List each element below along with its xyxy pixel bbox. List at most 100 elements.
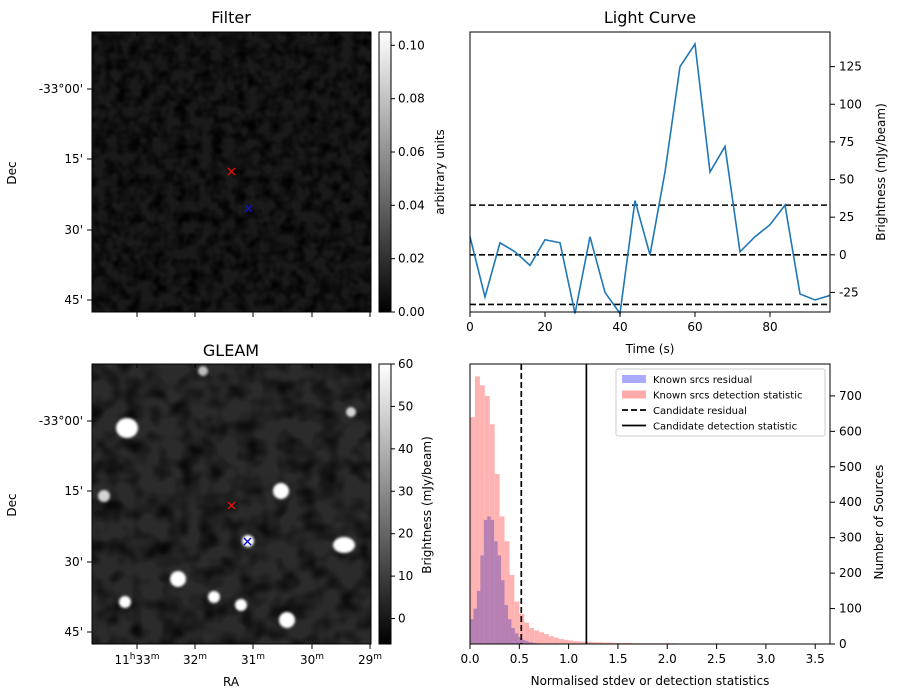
- legend-swatch: [622, 375, 646, 383]
- dec-tick-label: 45': [64, 625, 83, 639]
- dec-tick-label: 15': [64, 152, 83, 166]
- ra-tick-part: 11: [114, 653, 129, 667]
- x-tick-label: 3.0: [756, 652, 775, 666]
- histogram-bar: [603, 642, 609, 644]
- y-tick-label: 125: [839, 60, 862, 74]
- histogram-bar: [529, 628, 535, 644]
- colorbar-tick-label: 10: [398, 569, 413, 583]
- histogram-bar: [480, 555, 484, 644]
- histogram-bar: [504, 605, 508, 644]
- ra-tick-part: h: [130, 652, 136, 662]
- ra-tick-label: 29m: [358, 652, 382, 667]
- colorbar-tick-label: 0.04: [398, 198, 425, 212]
- lightcurve-frame: [469, 31, 831, 313]
- histogram-bar: [501, 580, 505, 644]
- colorbar-tick-label: 0.02: [398, 252, 425, 266]
- legend-label: Known srcs residual: [653, 375, 752, 386]
- ra-tick-label: 11h33m: [114, 652, 159, 667]
- colorbar-tick-label: 40: [398, 442, 413, 456]
- colorbar-tick-label: 0.08: [398, 92, 425, 106]
- filter-colorbar-ticks: 0.00 0.02 0.04 0.06 0.08 0.10: [391, 38, 425, 319]
- histogram-bar: [525, 641, 529, 644]
- filter-colorbar: [378, 31, 392, 313]
- y-tick-label: 50: [839, 173, 854, 187]
- gleam-colorbar: [378, 363, 392, 645]
- lightcurve-plot: 0 20 40 60 80 -25 0 25 50 75 100 125: [466, 41, 862, 334]
- colorbar-tick-label: 20: [398, 527, 413, 541]
- lightcurve-ylabel: Brightness (mJy/beam): [874, 103, 888, 241]
- x-tick-label: 60: [687, 320, 702, 334]
- y-tick-label: 600: [839, 424, 862, 438]
- histogram-bar: [470, 417, 475, 644]
- ra-tick-part: m: [198, 652, 207, 662]
- ra-tick-part: m: [151, 652, 160, 662]
- ra-tick-part: 33: [135, 653, 150, 667]
- histogram-bar: [534, 630, 540, 644]
- ra-tick-part: 32: [183, 653, 198, 667]
- y-tick-label: 500: [839, 460, 862, 474]
- ra-tick-label: 31m: [241, 652, 265, 667]
- histogram-bar: [494, 541, 498, 644]
- histogram-bar: [543, 634, 549, 644]
- legend-label: Known srcs detection statistic: [653, 391, 802, 402]
- gleam-colorbar-label: Brightness (mJy/beam): [420, 436, 434, 574]
- histogram-bar: [573, 641, 579, 644]
- legend-swatch: [622, 390, 646, 399]
- histogram-bar: [490, 519, 495, 644]
- gleam-ylabel: Dec: [5, 493, 19, 516]
- dec-tick-label: 45': [64, 293, 83, 307]
- histogram-bar: [514, 601, 520, 644]
- histogram-bar: [509, 574, 515, 644]
- histogram-bar: [487, 516, 491, 644]
- x-tick-label: 40: [612, 320, 627, 334]
- colorbar-tick-label: 0.10: [398, 38, 425, 52]
- histogram-bar: [497, 555, 502, 644]
- histogram-bar: [558, 639, 564, 644]
- y-tick-label: 700: [839, 389, 862, 403]
- histogram-bar: [627, 642, 633, 644]
- histogram-bar: [483, 519, 488, 644]
- histogram-bar: [613, 642, 618, 644]
- histogram-bar: [476, 590, 481, 644]
- histogram-bar: [617, 642, 623, 644]
- histogram-bar: [514, 633, 519, 644]
- histogram-frame: [469, 363, 831, 645]
- x-tick-label: 80: [762, 320, 777, 334]
- x-tick-label: 0.5: [510, 652, 529, 666]
- colorbar-tick-label: 0.06: [398, 145, 425, 159]
- ra-tick-part: m: [256, 652, 265, 662]
- gleam-panel: GLEAM Dec: [5, 341, 434, 689]
- histogram-bar: [528, 642, 533, 644]
- y-tick-label: 0: [839, 637, 847, 651]
- filter-ylabel: Dec: [5, 161, 19, 184]
- colorbar-tick-label: 60: [398, 357, 413, 371]
- histogram-bar: [608, 642, 614, 644]
- y-tick-label: -25: [839, 285, 859, 299]
- ra-tick-part: 31: [241, 653, 256, 667]
- gleam-title: GLEAM: [203, 341, 259, 360]
- ra-tick-part: m: [373, 652, 382, 662]
- gleam-xlabel: RA: [223, 675, 240, 689]
- lightcurve-panel: Light Curve 0 20 40 60 80 -25 0 25 50 75 100 125 Ti…: [466, 8, 888, 356]
- ra-tick-part: m: [315, 652, 324, 662]
- filter-title: Filter: [211, 8, 251, 27]
- histogram-xlabel: Normalised stdev or detection statistics: [531, 674, 770, 688]
- dec-tick-label: 15': [64, 484, 83, 498]
- y-tick-label: 400: [839, 495, 862, 509]
- filter-ra-ticks: [136, 32, 371, 317]
- histogram-bar: [524, 622, 530, 644]
- histogram-bar: [473, 608, 477, 644]
- gleam-dec-ticks: -33°00' 15' 30' 45': [39, 414, 92, 639]
- ra-tick-label: 30m: [300, 652, 324, 667]
- histogram-bar: [504, 541, 510, 644]
- histogram-bar: [474, 376, 480, 644]
- histogram-bar: [518, 636, 522, 644]
- x-tick-label: 1.5: [608, 652, 627, 666]
- gleam-ra-ticks: 11h33m 32m 31m 30m 29m: [114, 364, 382, 667]
- lightcurve-xlabel: Time (s): [625, 342, 675, 356]
- colorbar-tick-label: 50: [398, 399, 413, 413]
- filter-blue-marker: [244, 204, 253, 213]
- histogram-bar: [593, 642, 599, 644]
- x-tick-label: 20: [537, 320, 552, 334]
